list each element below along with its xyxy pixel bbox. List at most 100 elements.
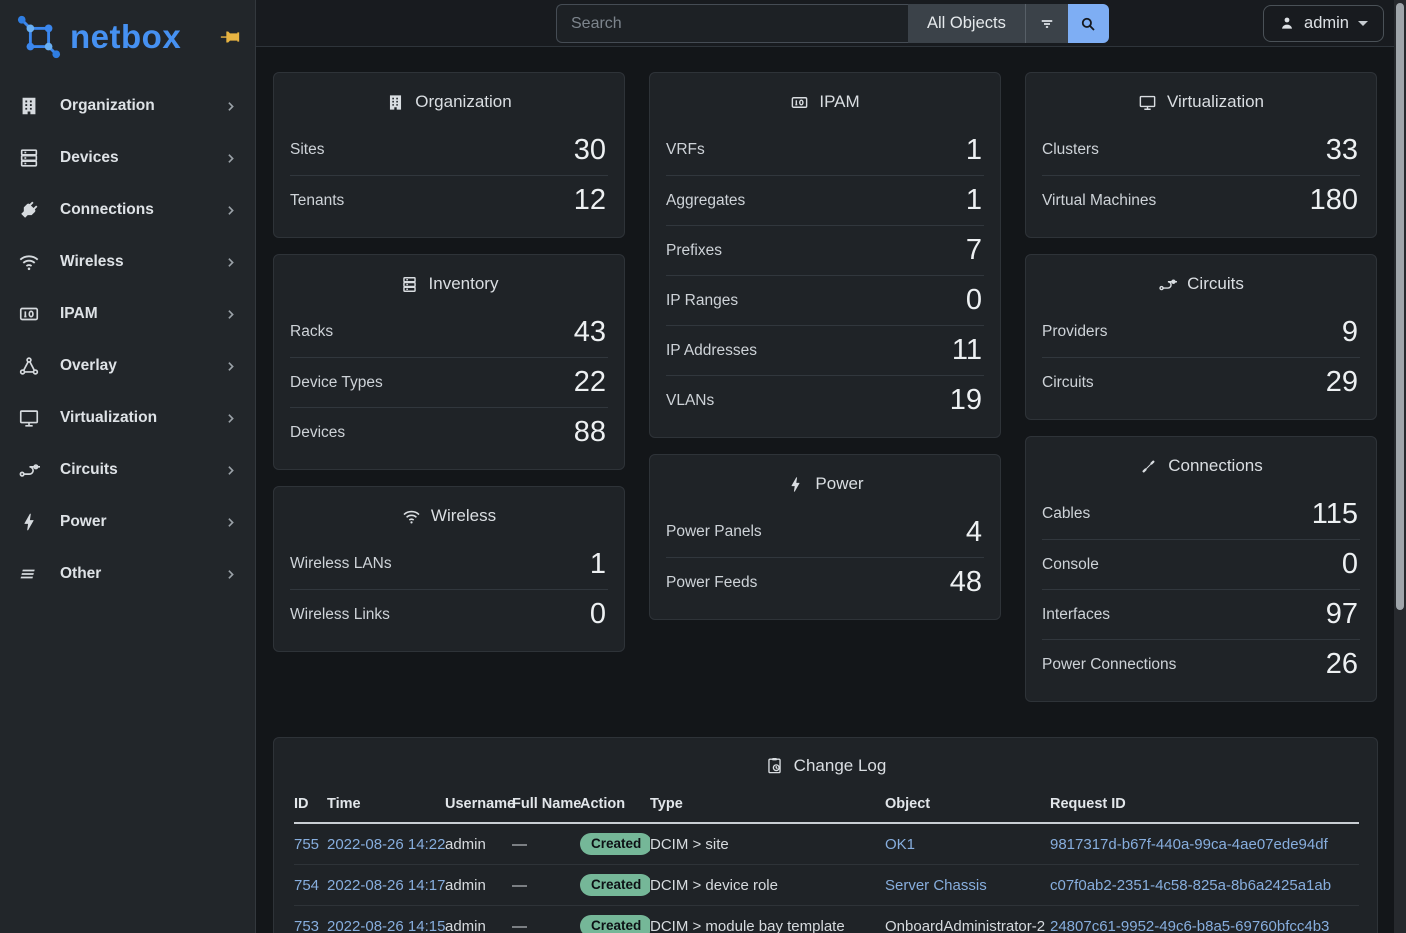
filter-icon xyxy=(1038,15,1056,33)
sidebar-item-label: Circuits xyxy=(60,461,118,479)
dashboard: Organization Sites30 Tenants12 Inventory… xyxy=(256,47,1406,933)
col-header-action: Action xyxy=(580,792,650,823)
logo[interactable]: netbox xyxy=(0,0,255,60)
sidebar-item-power[interactable]: Power xyxy=(0,496,255,548)
wifi-icon xyxy=(402,507,421,526)
chevron-right-icon xyxy=(224,152,237,165)
sidebar-item-label: Other xyxy=(60,565,101,583)
chevron-right-icon xyxy=(224,256,237,269)
card-title: Inventory xyxy=(274,255,624,297)
stat-row: Circuits29 xyxy=(1042,357,1360,407)
sidebar: netbox Organization Devices Connections xyxy=(0,0,256,933)
sidebar-item-organization[interactable]: Organization xyxy=(0,80,255,132)
stat-row: IP Ranges0 xyxy=(666,275,984,325)
col-header-requestid: Request ID xyxy=(1050,792,1359,823)
col-header-time: Time xyxy=(327,792,445,823)
transit-connection-icon xyxy=(1158,275,1177,294)
stat-row: Cables115 xyxy=(1042,489,1360,539)
sidebar-item-label: Wireless xyxy=(60,253,124,271)
pin-sidebar-icon[interactable] xyxy=(219,26,241,48)
sidebar-nav: Organization Devices Connections Wireles… xyxy=(0,80,255,600)
change-object-link[interactable]: Server Chassis xyxy=(885,877,987,894)
search-filter-button[interactable] xyxy=(1025,4,1068,43)
change-type: DCIM > device role xyxy=(650,865,885,906)
col-header-username: Username xyxy=(445,792,512,823)
building-icon xyxy=(18,95,40,117)
user-menu-button[interactable]: admin xyxy=(1263,5,1384,42)
monitor-icon xyxy=(1138,93,1157,112)
stat-row: Wireless Links0 xyxy=(290,589,608,639)
change-type: DCIM > module bay template xyxy=(650,906,885,933)
lightning-icon xyxy=(18,511,40,533)
request-id-link[interactable]: 24807c61-9952-49c6-b8a5-69760bfcc4b3 xyxy=(1050,918,1329,933)
netbox-logo-icon xyxy=(16,14,62,60)
server-icon xyxy=(18,147,40,169)
username: admin xyxy=(1304,14,1349,33)
card-ipam: IPAM VRFs1 Aggregates1 Prefixes7 IP Rang… xyxy=(649,72,1001,438)
change-object: OnboardAdministrator-2 xyxy=(885,906,1050,933)
card-circuits: Circuits Providers9 Circuits29 xyxy=(1025,254,1377,420)
top-header: All Objects admin xyxy=(256,0,1406,47)
sidebar-item-circuits[interactable]: Circuits xyxy=(0,444,255,496)
sidebar-item-wireless[interactable]: Wireless xyxy=(0,236,255,288)
card-title: Power xyxy=(650,455,1000,497)
transit-connection-icon xyxy=(18,459,40,481)
card-connections: Connections Cables115 Console0 Interface… xyxy=(1025,436,1377,702)
search-scope-label: All Objects xyxy=(927,14,1006,33)
sidebar-item-label: Organization xyxy=(60,97,155,115)
sidebar-item-virtualization[interactable]: Virtualization xyxy=(0,392,255,444)
changelog-table: ID Time Username Full Name Action Type O… xyxy=(294,792,1359,933)
change-id-link[interactable]: 755 xyxy=(294,836,319,853)
change-id-link[interactable]: 753 xyxy=(294,918,319,933)
page-scrollbar-thumb[interactable] xyxy=(1396,3,1404,610)
card-title: Connections xyxy=(1026,437,1376,479)
lines-icon xyxy=(18,563,40,585)
sidebar-item-other[interactable]: Other xyxy=(0,548,255,600)
sidebar-item-connections[interactable]: Connections xyxy=(0,184,255,236)
stat-row: Wireless LANs1 xyxy=(290,539,608,589)
lightning-icon xyxy=(786,475,805,494)
col-header-type: Type xyxy=(650,792,885,823)
chevron-right-icon xyxy=(224,464,237,477)
card-changelog: Change Log ID Time Username Full Name Ac… xyxy=(273,737,1378,933)
change-time-link[interactable]: 2022-08-26 14:15 xyxy=(327,918,445,933)
card-title: Wireless xyxy=(274,487,624,529)
card-title: IPAM xyxy=(650,73,1000,115)
request-id-link[interactable]: c07f0ab2-2351-4c58-825a-8b6a2425a1ab xyxy=(1050,877,1331,894)
card-title: Organization xyxy=(274,73,624,115)
plug-icon xyxy=(18,199,40,221)
request-id-link[interactable]: 9817317d-b67f-440a-99ca-4ae07ede94df xyxy=(1050,836,1328,853)
sidebar-item-ipam[interactable]: IPAM xyxy=(0,288,255,340)
building-icon xyxy=(386,93,405,112)
stat-row: Devices88 xyxy=(290,407,608,457)
sidebar-item-label: Devices xyxy=(60,149,119,167)
stat-row: Power Connections26 xyxy=(1042,639,1360,689)
sidebar-item-overlay[interactable]: Overlay xyxy=(0,340,255,392)
brand-name: netbox xyxy=(70,18,181,56)
change-time-link[interactable]: 2022-08-26 14:22 xyxy=(327,836,445,853)
card-title: Circuits xyxy=(1026,255,1376,297)
change-object-link[interactable]: OK1 xyxy=(885,836,915,853)
change-fullname: — xyxy=(512,823,580,865)
search-scope-select[interactable]: All Objects xyxy=(908,4,1025,43)
col-header-object: Object xyxy=(885,792,1050,823)
sidebar-item-devices[interactable]: Devices xyxy=(0,132,255,184)
search-submit-button[interactable] xyxy=(1068,4,1109,43)
table-header-row: ID Time Username Full Name Action Type O… xyxy=(294,792,1359,823)
stat-row: Providers9 xyxy=(1042,307,1360,357)
table-row: 754 2022-08-26 14:17 admin — Created DCI… xyxy=(294,865,1359,906)
chevron-right-icon xyxy=(224,568,237,581)
person-icon xyxy=(1279,15,1295,31)
chevron-right-icon xyxy=(224,516,237,529)
search-input[interactable] xyxy=(556,4,908,43)
col-header-id: ID xyxy=(294,792,327,823)
chevron-right-icon xyxy=(224,204,237,217)
change-id-link[interactable]: 754 xyxy=(294,877,319,894)
card-title: Virtualization xyxy=(1026,73,1376,115)
stat-row: Sites30 xyxy=(290,125,608,175)
ip-numbers-icon xyxy=(18,303,40,325)
change-time-link[interactable]: 2022-08-26 14:17 xyxy=(327,877,445,894)
sidebar-item-label: IPAM xyxy=(60,305,98,323)
card-power: Power Power Panels4 Power Feeds48 xyxy=(649,454,1001,620)
wifi-icon xyxy=(18,251,40,273)
